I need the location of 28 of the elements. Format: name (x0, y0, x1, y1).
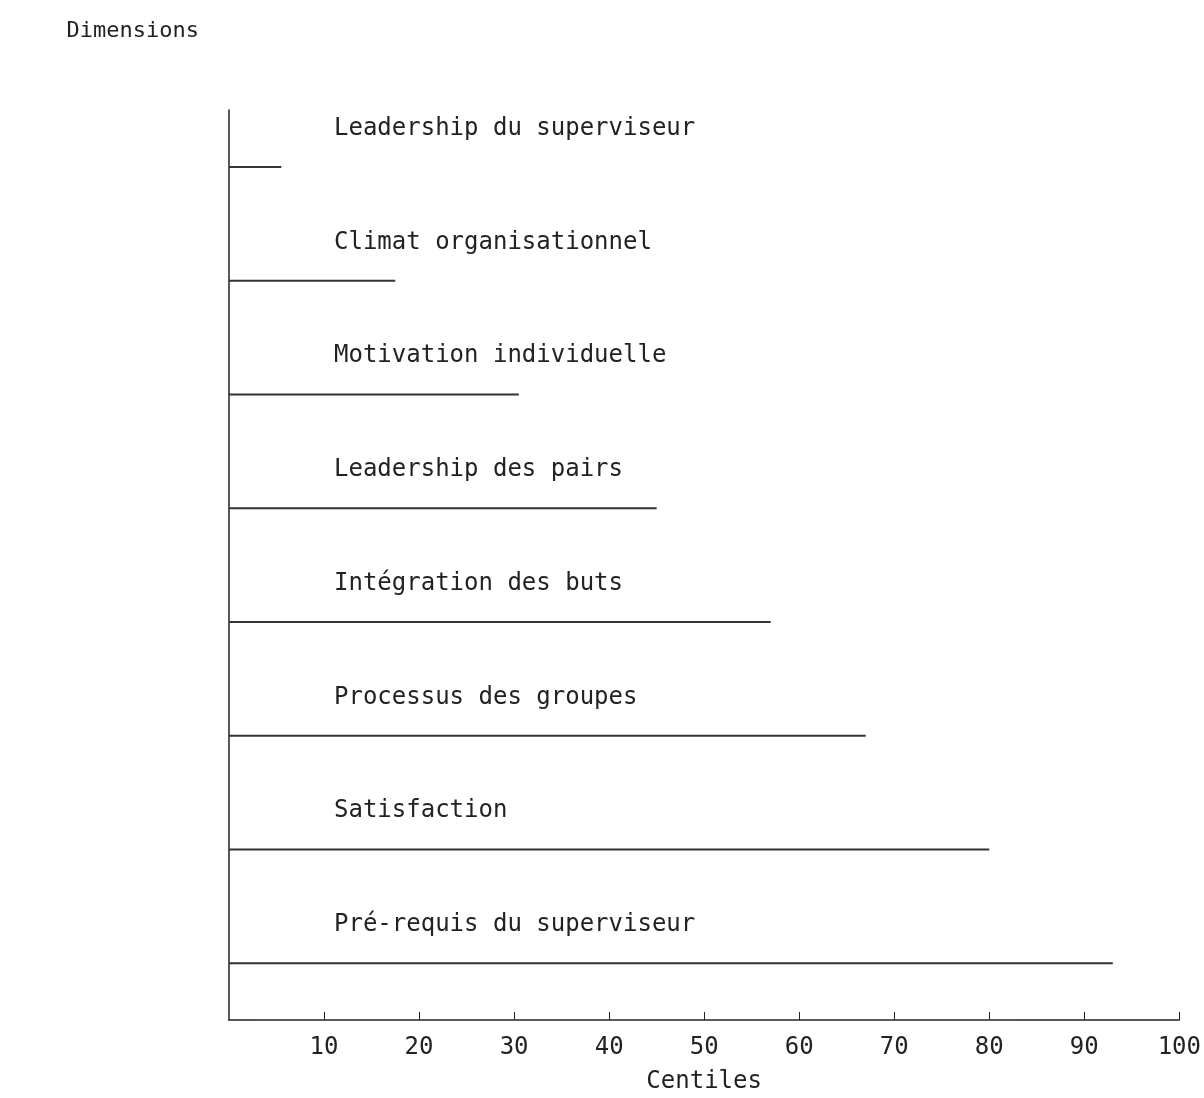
y-tick-label: Leadership des pairs (334, 454, 623, 483)
x-tick-label: 90 (1069, 1032, 1099, 1060)
x-axis-title: Centiles (646, 1066, 762, 1094)
bar (229, 279, 396, 282)
x-tick-label: 60 (784, 1032, 814, 1060)
x-tick-label: 100 (1157, 1032, 1202, 1060)
x-tick-label: 70 (879, 1032, 909, 1060)
y-tick-label: Pré-requis du superviseur (334, 909, 696, 938)
x-tick-label: 20 (404, 1032, 434, 1060)
bar (229, 734, 866, 737)
y-axis-title: Dimensions (66, 16, 199, 42)
bar (229, 507, 657, 510)
x-tick-label: 30 (499, 1032, 529, 1060)
y-tick-label: Intégration des buts (334, 567, 623, 596)
y-tick-label: Motivation individuelle (334, 340, 667, 369)
y-tick-label: Satisfaction (334, 795, 508, 824)
bar (229, 962, 1113, 965)
x-tick-label: 80 (974, 1032, 1004, 1060)
x-tick-label: 50 (689, 1032, 719, 1060)
bar (229, 620, 771, 623)
x-tick-label: 10 (309, 1032, 339, 1060)
bar (229, 165, 282, 168)
y-tick-label: Leadership du superviseur (334, 112, 696, 141)
y-tick-label: Climat organisationnel (334, 226, 652, 255)
x-tick-label: 40 (594, 1032, 624, 1060)
bar (229, 393, 519, 396)
bar (229, 848, 990, 851)
y-tick-label: Processus des groupes (334, 681, 638, 710)
